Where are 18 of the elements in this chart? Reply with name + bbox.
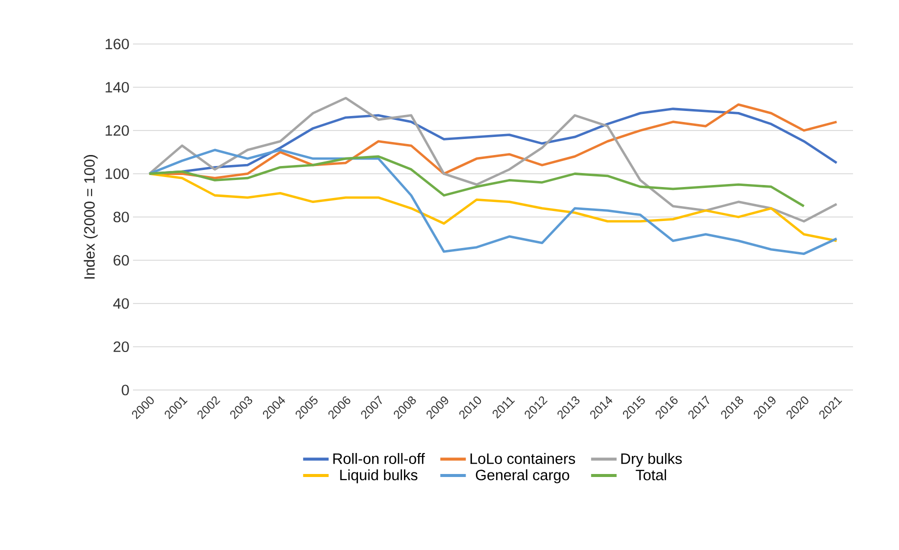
y-tick-label: 100 (106, 168, 129, 180)
y-tick-label: 60 (114, 254, 129, 266)
legend-label: General cargo (476, 469, 570, 484)
y-tick-label: 120 (106, 125, 129, 136)
y-tick-label: 0 (122, 384, 129, 396)
y-axis-title: Index (2000 = 100) (84, 155, 98, 279)
legend-label: LoLo containers (470, 453, 576, 464)
y-tick-label: 140 (106, 82, 129, 93)
legend-label: Total (636, 469, 666, 480)
line-series (148, 96, 838, 223)
y-tick-label: 80 (114, 212, 129, 222)
y-tick-label: 40 (113, 298, 129, 309)
y-tick-label: 160 (106, 38, 129, 50)
legend-label: Roll-on roll-off (333, 453, 425, 464)
line-series (148, 172, 838, 242)
legend-label: Liquid bulks (340, 469, 418, 484)
y-tick-label: 20 (114, 341, 129, 352)
legend-label: Dry bulks (621, 453, 682, 467)
